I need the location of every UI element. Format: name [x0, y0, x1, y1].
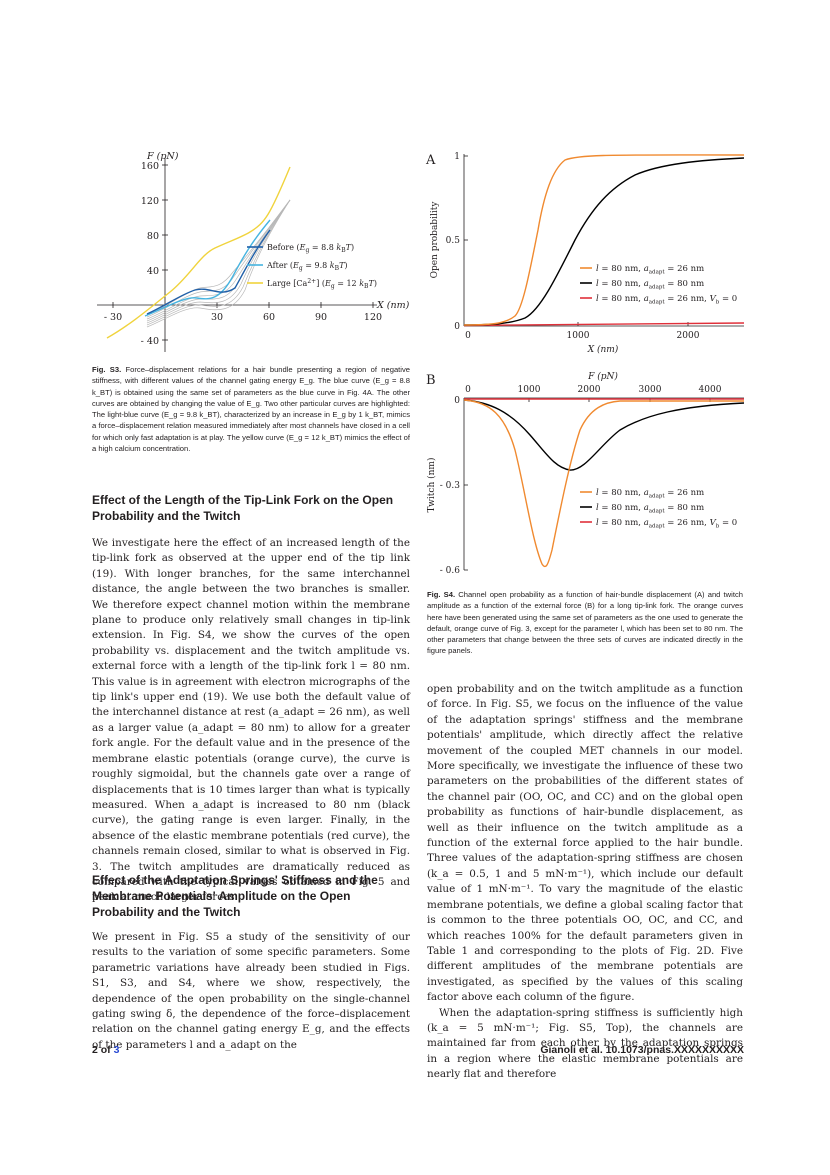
right-column-paragraph-1: open probability and on the twitch ampli… — [427, 683, 743, 1004]
section-tip-link-fork-paragraph: We investigate here the effect of an inc… — [92, 537, 410, 904]
s4-panel-a-label: A — [425, 153, 436, 168]
s4b-curve-black — [463, 399, 745, 471]
s4b-x-tick-2000: 2000 — [578, 385, 601, 395]
s4b-y-axis-label: Twitch (nm) — [426, 458, 437, 513]
right-column-paragraph-2: When the adaptation-spring stiffness is … — [427, 1006, 743, 1081]
fig-s3-caption-label: Fig. S3. — [92, 365, 122, 374]
s3-legend-before: Before (Eg = 8.8 kBT) — [267, 243, 354, 254]
s4a-curve-black — [463, 157, 745, 326]
section-adaptation-springs-paragraph: We present in Fig. S5 a study of the sen… — [92, 931, 410, 1051]
s4b-legend-black: l = 80 nm, aadapt = 80 nm — [596, 503, 704, 515]
section-adaptation-springs: Effect of the Adaptation Springs' Stiffn… — [92, 872, 410, 1053]
s3-legend-large-ca: Large [Ca2+] (Eg = 12 kBT) — [267, 278, 377, 290]
s4a-curve-red — [463, 322, 745, 327]
right-column-text: open probability and on the twitch ampli… — [427, 682, 743, 1083]
s3-y-tick-neg40: - 40 — [141, 336, 159, 347]
s4b-y-tick-neg06: - 0.6 — [440, 566, 460, 576]
s3-y-tick-80: 80 — [147, 231, 159, 242]
s3-y-axis-label: F (pN) — [146, 151, 179, 162]
s3-x-tick-30: 30 — [211, 312, 223, 323]
s4a-curve-orange — [463, 154, 745, 326]
s4b-x-axis-label: F (pN) — [587, 371, 618, 382]
s4b-x-tick-3000: 3000 — [639, 385, 662, 395]
fig-s4-caption: Fig. S4. Channel open probability as a f… — [427, 589, 743, 657]
s4a-legend-black: l = 80 nm, aadapt = 80 nm — [596, 279, 704, 291]
page-number: 2 of 3 — [92, 1044, 119, 1056]
s4a-legend-red: l = 80 nm, aadapt = 26 nm, Vb = 0 — [596, 294, 737, 306]
s3-x-tick-60: 60 — [263, 312, 275, 323]
s3-legend-after: After (Eg = 9.8 kBT) — [266, 261, 348, 272]
s3-y-tick-160: 160 — [141, 161, 159, 172]
s3-curve-large-ca — [106, 166, 291, 339]
s4a-x-tick-1000: 1000 — [567, 331, 590, 341]
section-tip-link-fork: Effect of the Length of the Tip-Link For… — [92, 492, 410, 906]
citation-text: Gianoli et al. 10.1073/pnas.XXXXXXXXXX — [540, 1044, 744, 1056]
s4b-legend-red: l = 80 nm, aadapt = 26 nm, Vb = 0 — [596, 518, 737, 530]
citation: Gianoli et al. 10.1073/pnas.XXXXXXXXXX — [540, 1044, 744, 1056]
s4b-x-tick-0: 0 — [465, 385, 471, 395]
fig-s3-caption: Fig. S3. Force–displacement relations fo… — [92, 364, 410, 454]
page-total-link[interactable]: 3 — [113, 1044, 120, 1056]
fig-s4-caption-label: Fig. S4. — [427, 590, 456, 599]
s4a-y-tick-05: 0.5 — [446, 236, 461, 246]
s4b-y-tick-neg03: - 0.3 — [440, 481, 460, 491]
s3-y-tick-120: 120 — [141, 196, 159, 207]
section-adaptation-springs-heading: Effect of the Adaptation Springs' Stiffn… — [92, 873, 378, 919]
s3-curve-after — [144, 219, 271, 317]
s4a-y-tick-0: 0 — [454, 322, 460, 332]
section-tip-link-fork-heading: Effect of the Length of the Tip-Link For… — [92, 493, 394, 523]
s4a-x-tick-2000: 2000 — [677, 331, 700, 341]
s4a-y-tick-1: 1 — [454, 152, 460, 162]
s3-x-tick-120: 120 — [364, 312, 382, 323]
page-number-label: 2 of — [92, 1044, 114, 1056]
fig-s3-plot: 160 120 80 40 - 40 - 30 30 60 90 120 F (… — [97, 151, 410, 352]
s4a-y-axis-label: Open probability — [430, 201, 440, 279]
s3-x-tick-neg30: - 30 — [104, 312, 122, 323]
s4b-x-tick-1000: 1000 — [518, 385, 541, 395]
s4a-legend-orange: l = 80 nm, aadapt = 26 nm — [596, 264, 704, 276]
s3-x-tick-90: 90 — [315, 312, 327, 323]
fig-s4-caption-text: Channel open probability as a function o… — [427, 590, 743, 656]
s4b-x-tick-4000: 4000 — [699, 385, 722, 395]
s4-panel-b-label: B — [426, 373, 436, 388]
s3-x-axis-label: X (nm) — [376, 300, 410, 311]
s4b-curve-orange — [463, 399, 744, 568]
fig-s3-caption-text: Force–displacement relations for a hair … — [92, 365, 410, 454]
s4b-y-tick-0: 0 — [454, 396, 460, 406]
s3-curve-before — [146, 229, 271, 315]
fig-s4-plot: A 1 0.5 0 0 1000 2000 X (nm) Open probab… — [425, 152, 745, 576]
s3-y-tick-40: 40 — [147, 266, 159, 277]
s4a-x-axis-label: X (nm) — [587, 344, 619, 355]
s4a-x-tick-0: 0 — [465, 331, 471, 341]
s4b-legend-orange: l = 80 nm, aadapt = 26 nm — [596, 488, 704, 500]
